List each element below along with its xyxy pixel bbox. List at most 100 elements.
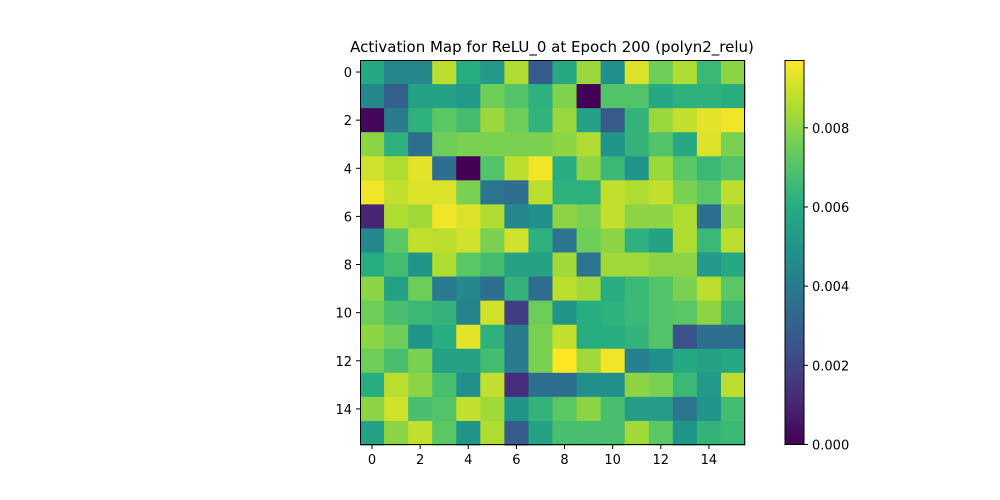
- heatmap-cell: [456, 324, 481, 350]
- x-tick-label: 6: [512, 453, 520, 468]
- heatmap-cell: [504, 180, 530, 205]
- heatmap-cell: [672, 276, 698, 302]
- heatmap-cell: [408, 348, 433, 374]
- colorbar: [784, 60, 805, 445]
- heatmap-cell: [648, 228, 674, 254]
- heatmap-cell: [672, 108, 698, 133]
- y-tick-label: 0: [344, 66, 352, 81]
- heatmap-cell: [624, 300, 650, 326]
- heatmap-cell: [648, 252, 674, 278]
- heatmap-cell: [456, 204, 481, 230]
- heatmap-cell: [648, 372, 674, 398]
- heatmap-cell: [528, 84, 554, 109]
- heatmap-cell: [480, 252, 505, 278]
- heatmap-cell: [624, 156, 650, 181]
- heatmap-cell: [696, 252, 722, 278]
- heatmap-cell: [696, 132, 722, 157]
- heatmap-cell: [672, 324, 698, 350]
- heatmap-cell: [504, 204, 530, 230]
- heatmap-cell: [504, 60, 530, 85]
- heatmap-cell: [384, 180, 409, 205]
- heatmap-cell: [456, 276, 481, 302]
- heatmap-cell: [720, 108, 746, 133]
- heatmap-cell: [384, 420, 409, 446]
- heatmap-cell: [624, 84, 650, 109]
- heatmap-cell: [432, 180, 457, 205]
- heatmap-cell: [528, 348, 554, 374]
- heatmap-cell: [456, 252, 481, 278]
- heatmap-cell: [720, 324, 746, 350]
- y-tick-label: 2: [344, 114, 352, 129]
- heatmap-cell: [576, 60, 602, 85]
- heatmap-cell: [576, 108, 602, 133]
- heatmap-cell: [600, 252, 626, 278]
- heatmap-cell: [576, 372, 602, 398]
- heatmap-cell: [552, 132, 578, 157]
- heatmap-cell: [552, 156, 578, 181]
- heatmap-cell: [696, 108, 722, 133]
- colorbar-tick-label: 0.000: [812, 439, 849, 454]
- heatmap-cell: [552, 84, 578, 109]
- heatmap-cell: [624, 348, 650, 374]
- x-tick-label: 8: [560, 453, 568, 468]
- heatmap-cell: [528, 372, 554, 398]
- heatmap-cell: [576, 348, 602, 374]
- heatmap-cell: [624, 132, 650, 157]
- heatmap-cell: [552, 324, 578, 350]
- heatmap-cell: [696, 276, 722, 302]
- heatmap-cell: [408, 300, 433, 326]
- heatmap-cell: [648, 156, 674, 181]
- heatmap-cell: [696, 420, 722, 446]
- heatmap-cell: [408, 276, 433, 302]
- heatmap-cell: [456, 60, 481, 85]
- heatmap-cell: [360, 252, 385, 278]
- heatmap-cell: [432, 252, 457, 278]
- heatmap-cell: [504, 228, 530, 254]
- heatmap-cell: [528, 156, 554, 181]
- heatmap-cell: [696, 180, 722, 205]
- heatmap-cell: [600, 324, 626, 350]
- heatmap-cell: [600, 228, 626, 254]
- heatmap-cell: [576, 132, 602, 157]
- heatmap-cell: [624, 420, 650, 446]
- heatmap-cell: [552, 372, 578, 398]
- heatmap-cell: [360, 300, 385, 326]
- heatmap-cell: [528, 204, 554, 230]
- colorbar-tick-label: 0.008: [812, 122, 849, 137]
- heatmap-cell: [696, 348, 722, 374]
- heatmap-cell: [528, 324, 554, 350]
- heatmap-frame: [360, 60, 745, 445]
- heatmap-cell: [480, 228, 505, 254]
- heatmap-cell: [552, 228, 578, 254]
- heatmap-cell: [552, 300, 578, 326]
- heatmap-cell: [696, 84, 722, 109]
- heatmap-cell: [384, 276, 409, 302]
- heatmap-cell: [456, 108, 481, 133]
- heatmap-cell: [408, 84, 433, 109]
- heatmap-cell: [480, 180, 505, 205]
- y-tick-label: 10: [335, 307, 352, 322]
- heatmap-cell: [648, 348, 674, 374]
- heatmap-cell: [672, 252, 698, 278]
- heatmap-cell: [504, 156, 530, 181]
- heatmap-cell: [456, 372, 481, 398]
- heatmap-cell: [480, 324, 505, 350]
- heatmap-cell: [384, 108, 409, 133]
- heatmap-cell: [384, 84, 409, 109]
- heatmap-cell: [480, 276, 505, 302]
- heatmap-cell: [360, 348, 385, 374]
- heatmap-cell: [672, 420, 698, 446]
- heatmap-cell: [360, 372, 385, 398]
- heatmap-cell: [360, 132, 385, 157]
- heatmap-cell: [720, 420, 746, 446]
- heatmap-cell: [672, 132, 698, 157]
- heatmap-cell: [552, 252, 578, 278]
- heatmap-cell: [552, 396, 578, 422]
- heatmap-cell: [384, 228, 409, 254]
- heatmap-cell: [480, 156, 505, 181]
- heatmap-cell: [384, 372, 409, 398]
- y-tick-label: 8: [344, 259, 352, 274]
- heatmap-cell: [648, 180, 674, 205]
- heatmap-cell: [384, 324, 409, 350]
- heatmap-cell: [360, 204, 385, 230]
